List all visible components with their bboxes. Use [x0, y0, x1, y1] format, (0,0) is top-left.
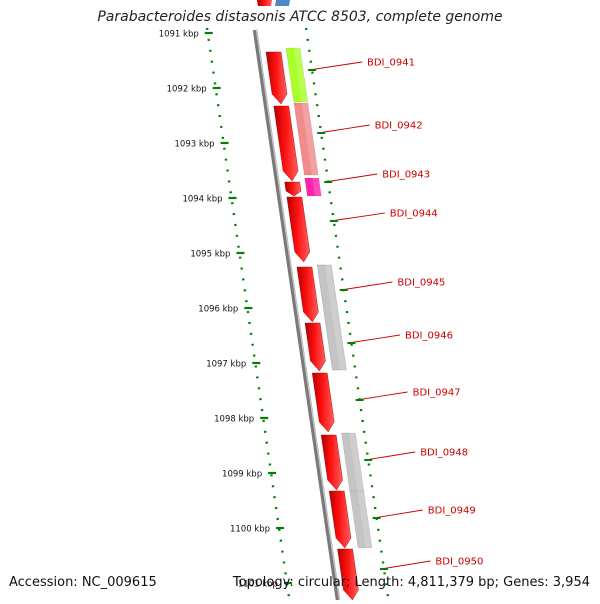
gene-leader-line	[356, 391, 408, 401]
tick-label: 1091 kbp	[159, 30, 199, 40]
cog-block-highlight	[312, 178, 322, 196]
gene-arrow	[265, 51, 288, 105]
gene-arrow	[296, 266, 319, 323]
gene-arrow	[311, 372, 335, 433]
cog-block	[304, 177, 322, 197]
gene-features	[257, 0, 373, 601]
partial-gene-feature	[257, 0, 272, 6]
tick-label: 1101 kbp	[238, 580, 278, 590]
gene-leader-line	[380, 560, 431, 570]
cog-block	[341, 432, 365, 493]
gene-arrow	[284, 181, 302, 197]
cog-block-highlight	[301, 103, 319, 175]
tick-label: 1097 kbp	[206, 360, 246, 370]
gene-leader-line	[330, 212, 385, 222]
tick-label: 1098 kbp	[214, 415, 254, 425]
tick-label: 1100 kbp	[230, 525, 270, 535]
tick-label: 1094 kbp	[182, 195, 222, 205]
gene-label: BDI_0947	[413, 388, 461, 399]
tick-label: 1093 kbp	[175, 140, 215, 150]
cog-block-highlight	[324, 265, 347, 370]
gene-label: BDI_0945	[397, 278, 445, 289]
gene-label: BDI_0944	[390, 209, 438, 220]
backbone-line	[252, 29, 341, 601]
gene-arrow	[337, 548, 359, 601]
gene-label: BDI_0950	[435, 557, 483, 568]
gene-leader-line	[340, 281, 393, 291]
genome-summary: Topology: circular; Length: 4,811,379 bp…	[232, 575, 590, 590]
gene-label: BDI_0941	[367, 58, 415, 69]
cog-block	[293, 102, 319, 176]
gene-leader-line	[318, 124, 370, 134]
tick-label: 1099 kbp	[222, 470, 262, 480]
tick-label: 1092 kbp	[167, 85, 207, 95]
gene-leader-line	[373, 509, 423, 519]
gene-arrow	[320, 434, 343, 491]
partial-cog-feature	[275, 0, 290, 6]
gene-arrow	[286, 196, 311, 263]
gene-label: BDI_0942	[375, 121, 423, 132]
cog-block	[285, 47, 309, 103]
tick-marks: 1091 kbp 1092 kbp 1093 kbp 1094 kbp 1095 kbp…	[159, 30, 292, 590]
gene-label: BDI_0949	[428, 506, 476, 517]
tick-label: 1096 kbp	[198, 305, 238, 315]
cog-block	[316, 264, 347, 371]
gene-arrow	[328, 490, 352, 549]
gene-labels: BDI_0941 BDI_0942 BDI_0943 BDI_0944 BDI_0945…	[308, 58, 483, 570]
gene-leader-line	[309, 61, 363, 71]
gene-label: BDI_0946	[405, 331, 453, 342]
backbone-track	[252, 29, 341, 601]
tick-label: 1095 kbp	[190, 250, 230, 260]
gene-leader-line	[325, 173, 378, 183]
gene-leader-line	[348, 334, 401, 344]
backbone-highlight	[255, 29, 341, 601]
map-title: Parabacteroides distasonis ATCC 8503, co…	[97, 9, 503, 25]
gene-label: BDI_0948	[420, 448, 468, 459]
cog-block-highlight	[293, 48, 308, 102]
gene-leader-line	[365, 451, 416, 461]
cog-block	[349, 490, 373, 549]
cog-block-highlight	[357, 491, 372, 548]
gene-label: BDI_0943	[382, 170, 430, 181]
accession-label: Accession: NC_009615	[9, 575, 157, 590]
gene-arrow	[273, 105, 299, 182]
cog-block-highlight	[349, 433, 364, 492]
gene-arrow	[304, 322, 326, 372]
